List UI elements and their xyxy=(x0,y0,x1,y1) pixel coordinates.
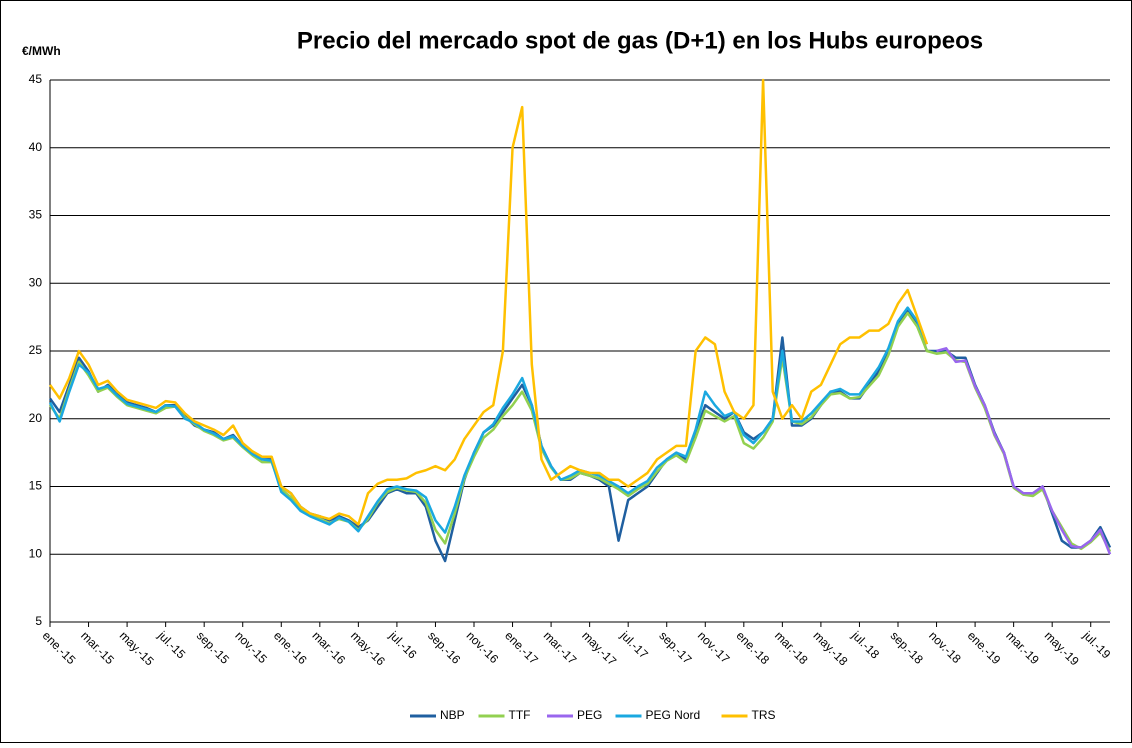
legend-label: TTF xyxy=(509,708,531,722)
legend-label: TRS xyxy=(752,708,776,722)
series-line xyxy=(48,78,929,526)
y-tick-label: 25 xyxy=(29,343,43,357)
y-axis-label: €/MWh xyxy=(22,44,61,58)
legend-label: NBP xyxy=(440,708,465,722)
y-tick-label: 45 xyxy=(29,72,43,86)
series-line xyxy=(936,347,1112,555)
series-line xyxy=(48,311,1112,553)
y-tick-label: 5 xyxy=(35,614,42,628)
legend-label: PEG Nord xyxy=(646,708,701,722)
y-tick-label: 35 xyxy=(29,208,43,222)
y-tick-label: 30 xyxy=(29,275,43,289)
y-tick-label: 10 xyxy=(29,546,43,560)
legend-label: PEG xyxy=(577,708,602,722)
y-tick-label: 15 xyxy=(29,479,43,493)
y-tick-label: 20 xyxy=(29,411,43,425)
series-line xyxy=(48,306,929,534)
y-tick-label: 40 xyxy=(29,140,43,154)
chart-title: Precio del mercado spot de gas (D+1) en … xyxy=(297,27,983,54)
